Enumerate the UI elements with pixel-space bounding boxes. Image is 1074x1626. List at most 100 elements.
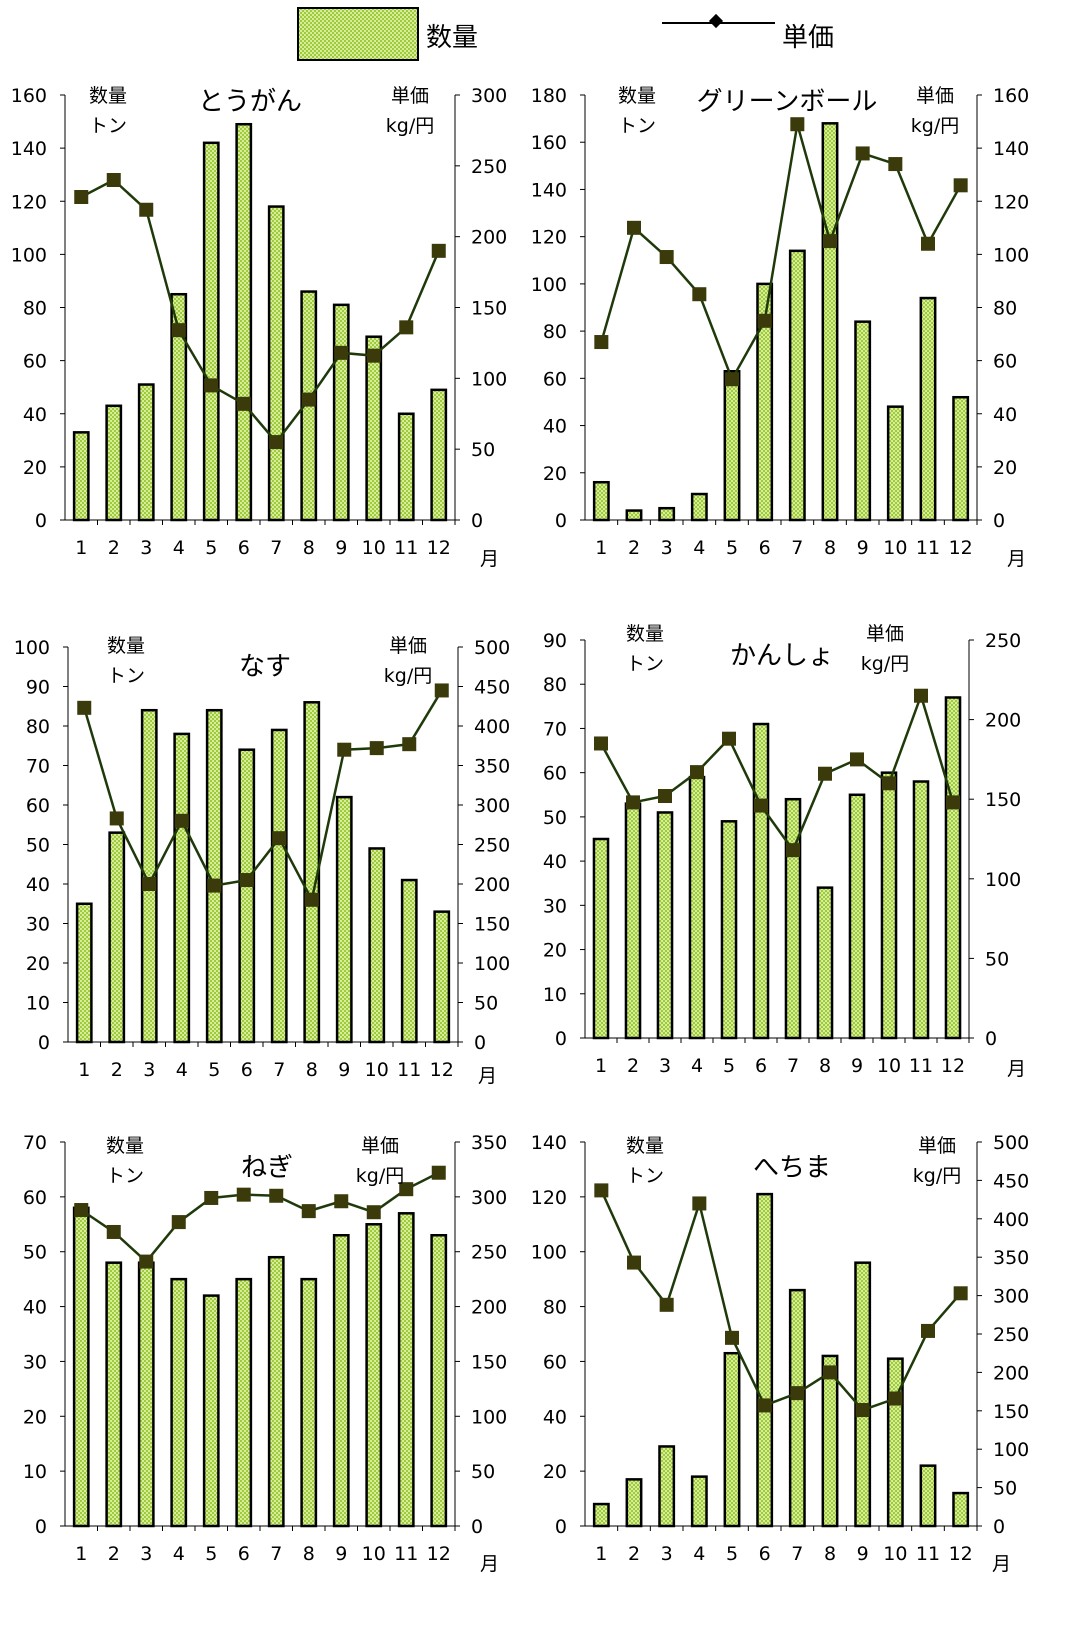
price-point-11 [921, 236, 935, 251]
price-point-6 [757, 1398, 772, 1413]
bar-2 [624, 802, 642, 1040]
x-axis-tick-label: 2 [627, 1055, 639, 1077]
x-axis-tick-label: 10 [362, 537, 386, 559]
right-axis-tick-label: 150 [993, 1401, 1029, 1423]
bar-11 [400, 878, 418, 1044]
right-axis-tick-label: 0 [993, 1516, 1005, 1538]
left-axis-tick-label: 0 [555, 1516, 567, 1538]
bar-8 [821, 1354, 839, 1528]
price-point-1 [594, 1183, 609, 1198]
right-axis-tick-label: 300 [993, 1286, 1029, 1308]
right-axis-tick-label: 100 [993, 1439, 1029, 1461]
bar-8 [816, 886, 834, 1040]
bar-12 [944, 696, 962, 1040]
x-axis-tick-label: 3 [140, 1543, 152, 1565]
right-axis-tick-label: 250 [471, 1242, 507, 1264]
bar-3 [137, 1261, 155, 1528]
right-axis-tick-label: 40 [993, 404, 1017, 426]
x-axis-tick-label: 11 [394, 1543, 418, 1565]
bar-3 [137, 383, 155, 522]
bar-9 [854, 320, 872, 522]
x-axis-tick-label: 1 [595, 1543, 607, 1565]
left-axis-label: 数量 [626, 623, 664, 645]
left-axis-tick-label: 60 [26, 795, 50, 817]
x-axis-unit: 月 [992, 1553, 1011, 1575]
x-axis-tick-label: 9 [335, 1543, 347, 1565]
bar-4 [170, 292, 188, 522]
x-axis-tick-label: 2 [628, 537, 640, 559]
bar-1 [72, 1206, 90, 1528]
right-axis-tick-label: 0 [471, 510, 483, 532]
bar-9 [332, 303, 350, 522]
chart-title: かんしょ [730, 641, 834, 671]
left-axis-tick-label: 90 [26, 677, 50, 699]
bar-7 [270, 728, 288, 1044]
bar-5 [723, 1351, 741, 1528]
x-axis-tick-label: 12 [430, 1059, 454, 1081]
right-axis-tick-label: 350 [471, 1132, 507, 1154]
bar-9 [335, 795, 353, 1044]
right-axis-unit: kg/円 [861, 653, 909, 675]
price-point-7 [272, 831, 287, 846]
chart-hechima: 0204060801001201400501001502002503003504… [531, 1132, 1030, 1575]
left-axis-tick-label: 60 [23, 351, 47, 373]
x-axis-tick-label: 10 [883, 1543, 907, 1565]
left-axis-tick-label: 40 [543, 416, 567, 438]
x-axis-tick-label: 3 [140, 537, 152, 559]
legend-line-marker [708, 13, 724, 29]
bar-2 [625, 1478, 643, 1528]
left-axis-label: 数量 [106, 1135, 144, 1157]
bar-6 [752, 722, 770, 1040]
bar-7 [267, 1255, 285, 1528]
price-point-4 [692, 1196, 707, 1211]
right-axis-tick-label: 500 [474, 637, 510, 659]
left-axis-tick-label: 90 [543, 630, 567, 652]
left-axis-tick-label: 20 [543, 463, 567, 485]
price-point-11 [921, 1323, 935, 1338]
price-point-6 [754, 798, 768, 813]
right-axis-tick-label: 300 [471, 1187, 507, 1209]
right-axis-tick-label: 250 [993, 1324, 1029, 1346]
price-point-9 [855, 146, 870, 161]
price-point-10 [366, 348, 381, 363]
bar-4 [690, 492, 708, 522]
bar-7 [784, 797, 802, 1040]
x-axis-tick-label: 7 [270, 537, 282, 559]
left-axis-tick-label: 140 [11, 138, 47, 160]
price-point-3 [139, 1254, 154, 1269]
price-point-10 [882, 776, 896, 791]
right-axis-tick-label: 100 [993, 244, 1029, 266]
bar-1 [592, 837, 610, 1040]
right-axis-unit: kg/円 [386, 115, 434, 137]
bar-5 [720, 820, 738, 1040]
legend-line-label: 単価 [782, 23, 834, 53]
x-axis-tick-label: 1 [595, 1055, 607, 1077]
chart-legend: 数量 単価 [297, 7, 834, 61]
left-axis-tick-label: 10 [543, 984, 567, 1006]
left-axis-tick-label: 20 [543, 1461, 567, 1483]
price-point-8 [301, 1204, 316, 1219]
right-axis-tick-label: 50 [474, 993, 498, 1015]
x-axis-tick-label: 8 [824, 537, 836, 559]
right-axis-tick-label: 150 [985, 789, 1021, 811]
right-axis-tick-label: 300 [474, 795, 510, 817]
price-point-3 [658, 789, 672, 804]
price-point-11 [399, 320, 414, 335]
price-point-8 [823, 1365, 837, 1380]
price-point-3 [142, 877, 157, 891]
price-point-9 [850, 752, 864, 767]
price-point-7 [786, 843, 800, 858]
bar-5 [202, 1294, 220, 1528]
left-axis-tick-label: 60 [543, 1351, 567, 1373]
bar-11 [919, 1464, 937, 1528]
price-point-7 [790, 117, 805, 132]
bar-2 [625, 509, 643, 522]
x-axis-unit: 月 [1007, 548, 1026, 570]
left-axis-unit: トン [626, 1165, 664, 1187]
bar-9 [332, 1234, 350, 1528]
bar-10 [886, 1357, 904, 1528]
right-axis-tick-label: 200 [471, 1297, 507, 1319]
price-point-6 [757, 313, 772, 328]
bar-1 [72, 431, 90, 522]
x-axis-tick-label: 4 [173, 537, 185, 559]
